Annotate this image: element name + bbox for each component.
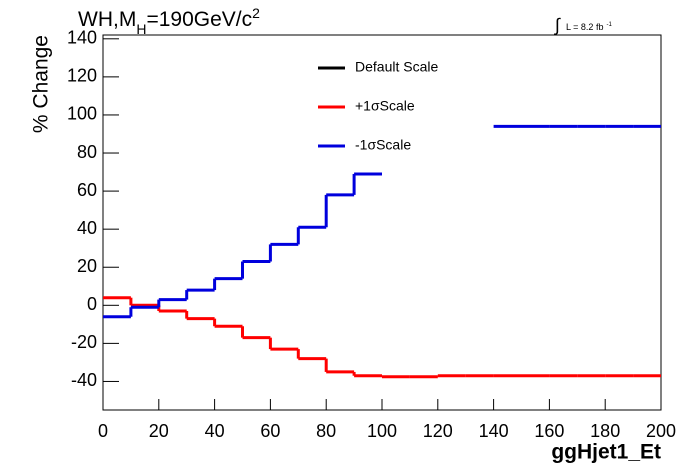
x-tick-label: 20 xyxy=(149,421,169,441)
x-tick-label: 80 xyxy=(316,421,336,441)
lumi-symbol: ∫ xyxy=(553,15,561,35)
x-tick-label: 140 xyxy=(479,421,509,441)
title-main: WH,M xyxy=(78,8,136,31)
y-tick-label: 80 xyxy=(77,142,97,162)
legend-label: Default Scale xyxy=(355,59,438,75)
lumi-sup: -1 xyxy=(606,22,612,28)
y-tick-label: 120 xyxy=(67,66,97,86)
y-tick-label: 140 xyxy=(67,28,97,48)
title-sup: 2 xyxy=(252,5,260,21)
chart-title: WH,MH=190GeV/c2 xyxy=(78,5,260,37)
x-tick-label: 60 xyxy=(260,421,280,441)
lumi-text: L = 8.2 fb xyxy=(566,22,603,32)
y-tick-label: 100 xyxy=(67,104,97,124)
title-sub: H xyxy=(136,21,146,37)
y-tick-label: -20 xyxy=(71,332,97,352)
y-tick-label: 40 xyxy=(77,218,97,238)
y-tick-label: 60 xyxy=(77,180,97,200)
x-tick-label: 120 xyxy=(423,421,453,441)
x-tick-label: 180 xyxy=(590,421,620,441)
y-tick-label: 0 xyxy=(87,294,97,314)
y-axis-label: % Change xyxy=(30,35,53,133)
lumi: L = 8.2 fb -1 xyxy=(566,22,612,33)
x-tick-label: 200 xyxy=(646,421,676,441)
x-tick-label: 160 xyxy=(534,421,564,441)
x-tick-label: 40 xyxy=(205,421,225,441)
x-tick-label: 0 xyxy=(98,421,108,441)
y-tick-label: 20 xyxy=(77,256,97,276)
x-axis-label: ggHjet1_Et xyxy=(551,441,661,464)
legend-label: +1σScale xyxy=(355,98,415,114)
legend-label: -1σScale xyxy=(355,137,411,153)
frame xyxy=(102,34,662,411)
x-tick-label: 100 xyxy=(367,421,397,441)
title-rest: =190GeV/c xyxy=(146,8,252,31)
y-tick-label: -40 xyxy=(71,370,97,390)
